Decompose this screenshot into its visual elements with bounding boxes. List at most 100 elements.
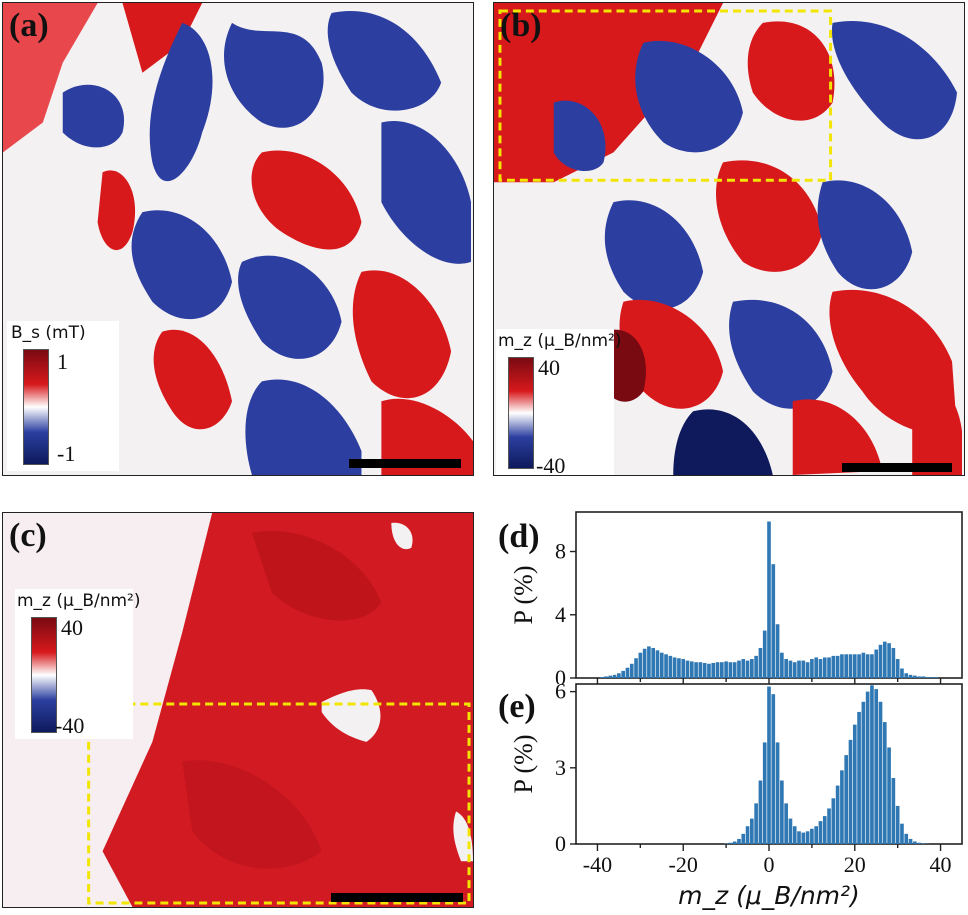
histogram-bar (806, 831, 810, 844)
x-tick-label: 20 (844, 852, 866, 877)
histogram-bar (896, 659, 900, 678)
histogram-bar (754, 803, 758, 844)
histogram-bar (733, 841, 737, 844)
histogram-bar (853, 654, 857, 678)
histogram-bar (849, 654, 853, 678)
histogram-bar (849, 740, 853, 844)
histogram-bar (832, 798, 836, 844)
panel-a-colorbar-gradient (23, 349, 49, 465)
histogram-bar (613, 675, 617, 678)
histogram-bar (759, 648, 763, 678)
panel-b-colorbar-max: 40 (538, 355, 560, 381)
histogram-bar (887, 747, 891, 844)
x-tick-label: -40 (583, 852, 612, 877)
histogram-bar (819, 659, 823, 678)
histogram-bar (814, 657, 818, 678)
x-tick-label: 40 (930, 852, 952, 877)
histogram-bar (797, 831, 801, 844)
histogram-bar (917, 843, 921, 844)
histogram-bar (836, 786, 840, 844)
histogram-bar (896, 806, 900, 844)
histogram-bar (862, 653, 866, 678)
panel-b-colorbar: m_z (μ_B/nm²) 40 -40 (496, 329, 614, 475)
histogram-bar (797, 661, 801, 678)
y-axis-label: P (%) (509, 566, 538, 625)
histogram-bar (729, 662, 733, 678)
y-tick-label: 6 (555, 680, 566, 704)
histogram-bar (836, 656, 840, 678)
histogram-bar (922, 676, 926, 678)
panel-a-colorbar-title: B_s (mT) (11, 323, 86, 343)
histogram-bar (716, 662, 720, 678)
histogram-bar (883, 642, 887, 678)
histogram-bar (909, 839, 913, 844)
histogram-bar (793, 662, 797, 678)
histogram-bar (647, 646, 651, 678)
histogram-bar (922, 843, 926, 844)
histogram-bar (626, 668, 630, 678)
histogram-bar (750, 819, 754, 844)
histogram-bar (814, 826, 818, 844)
histogram-bar (819, 821, 823, 844)
histogram-bar (780, 781, 784, 844)
histogram-bar (673, 657, 677, 678)
panel-a-colorbar-max: 1 (57, 349, 68, 375)
histogram-bar (767, 687, 771, 844)
histogram-bar (879, 645, 883, 678)
histogram-bar (677, 658, 681, 678)
histogram-bar (857, 654, 861, 678)
histogram-bar (746, 826, 750, 844)
histogram-bar (707, 664, 711, 678)
histogram-bar (686, 661, 690, 678)
histogram-bar (827, 657, 831, 678)
histogram-bar (840, 770, 844, 844)
histogram-bar (789, 661, 793, 678)
histogram-bar (681, 659, 685, 678)
histogram-bar (776, 742, 780, 844)
histogram-bar (733, 662, 737, 678)
x-axis-label: m_z (μ_B/nm²) (678, 881, 860, 910)
panel-b-label: (b) (500, 9, 542, 43)
panel-c-label: (c) (9, 519, 47, 553)
histogram-bar (784, 803, 788, 844)
histogram-bar (793, 826, 797, 844)
y-tick-label: 8 (555, 539, 566, 564)
histogram-bar (694, 662, 698, 678)
histogram-bar (909, 675, 913, 678)
histogram-bar (806, 662, 810, 678)
histogram-bar (866, 692, 870, 844)
panel-d-label: (d) (498, 520, 540, 554)
histogram-bar (720, 662, 724, 678)
panel-b-scale-bar (842, 463, 952, 472)
panel-a-map: (a) B_s (mT) 1 -1 (2, 2, 474, 476)
y-tick-label: 3 (555, 755, 566, 780)
histogram-bar (724, 843, 728, 844)
histogram-bar (857, 712, 861, 844)
histogram-bar (913, 676, 917, 678)
histogram-bar (737, 661, 741, 678)
histogram-bar (780, 653, 784, 678)
histogram-bar (608, 676, 612, 678)
histogram-bar (900, 669, 904, 678)
histogram-bar (823, 657, 827, 678)
panel-c-map: (c) m_z (μ_B/nm²) 40 -40 (2, 512, 474, 908)
histogram-bar (690, 661, 694, 678)
histogram-bar (600, 677, 604, 678)
histogram-bar (776, 624, 780, 678)
histogram-bar (930, 677, 934, 678)
panel-c-scale-bar (331, 893, 463, 902)
panel-b-map: (b) m_z (μ_B/nm²) 40 -40 (493, 2, 965, 476)
histogram-bar (874, 689, 878, 844)
panel-a-label: (a) (9, 9, 49, 43)
panel-a-colorbar-min: -1 (57, 441, 75, 467)
histogram-bar (754, 656, 758, 678)
panel-c-colorbar-title: m_z (μ_B/nm²) (17, 591, 141, 611)
histogram-bar (621, 671, 625, 678)
histogram-bar (926, 677, 930, 678)
histogram-bar (737, 839, 741, 844)
histogram-bar (883, 722, 887, 844)
histogram-bar (892, 648, 896, 678)
histogram-bar (866, 654, 870, 678)
